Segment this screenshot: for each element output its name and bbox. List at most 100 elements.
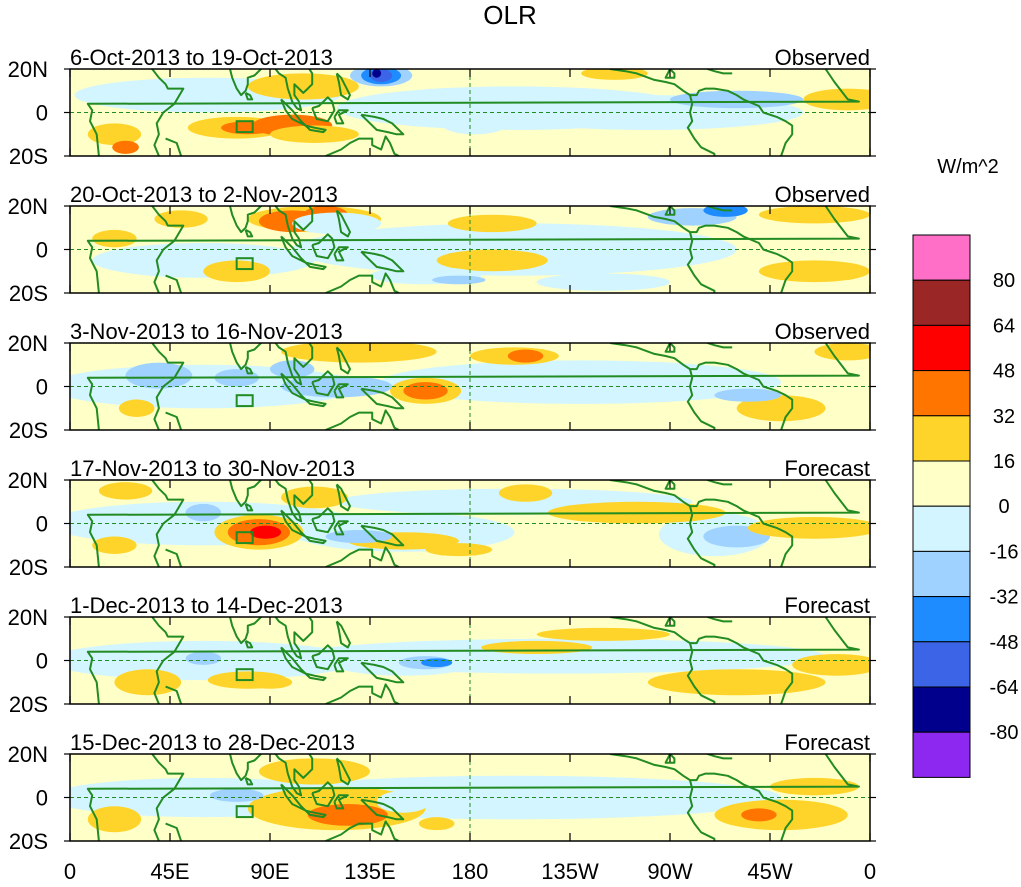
coastline bbox=[274, 343, 314, 386]
colorbar-swatch bbox=[912, 324, 971, 372]
olr-anomaly-contour bbox=[381, 360, 782, 404]
olr-anomaly-contour bbox=[792, 653, 870, 676]
olr-anomaly-contour bbox=[247, 73, 359, 100]
coastline bbox=[229, 617, 263, 645]
olr-anomaly-contour bbox=[647, 669, 826, 696]
colorbar-swatch bbox=[912, 686, 971, 733]
colorbar-tick-label: 32 bbox=[993, 406, 1015, 428]
coastline bbox=[333, 657, 349, 673]
panel-period-label: 1-Dec-2013 to 14-Dec-2013 bbox=[70, 593, 343, 618]
colorbar-units-label: W/m^2 bbox=[937, 156, 999, 178]
panel-map-area bbox=[70, 206, 870, 293]
coastline bbox=[229, 754, 263, 782]
map-panel: 20N 0 20S 6-Oct-2013 to 19-Oct-2013 Observed bbox=[8, 45, 876, 169]
panel-map-area bbox=[70, 754, 870, 841]
map-panel: 20N 0 20S 20-Oct-2013 to 2-Nov-2013 Observed bbox=[8, 182, 876, 306]
coastline bbox=[229, 69, 263, 97]
panel-period-label: 20-Oct-2013 to 2-Nov-2013 bbox=[70, 182, 338, 207]
coastline bbox=[360, 798, 405, 821]
colorbar-swatch bbox=[912, 505, 971, 552]
lon-label: 45E bbox=[150, 859, 189, 884]
colorbar-tick-label: 48 bbox=[993, 361, 1015, 383]
lon-label: 135E bbox=[344, 859, 395, 884]
coastline bbox=[664, 754, 676, 764]
coastline bbox=[304, 672, 327, 682]
colorbar-swatch bbox=[912, 234, 971, 281]
colorbar-tick-label: -80 bbox=[990, 722, 1019, 744]
coastline bbox=[335, 72, 351, 101]
coastline bbox=[311, 233, 336, 260]
coastline bbox=[244, 92, 254, 101]
coastline bbox=[86, 754, 860, 841]
coastline bbox=[609, 69, 794, 156]
panel-period-label: 6-Oct-2013 to 19-Oct-2013 bbox=[70, 45, 333, 70]
coastline bbox=[333, 109, 349, 125]
coastline bbox=[311, 96, 336, 123]
olr-anomaly-contour bbox=[507, 349, 544, 363]
map-panel: 20N 0 20S 17-Nov-2013 to 30-Nov-2013 Forecas… bbox=[8, 456, 876, 580]
coastline bbox=[686, 505, 716, 567]
coastline bbox=[705, 343, 733, 349]
olr-anomaly-contour bbox=[87, 806, 142, 833]
olr-anomaly-contour bbox=[87, 123, 142, 146]
colorbar-tick-label: -48 bbox=[990, 632, 1019, 654]
olr-anomaly-contour bbox=[758, 260, 870, 283]
lat-label: 0 bbox=[36, 375, 48, 400]
coastline bbox=[274, 617, 314, 660]
coastline bbox=[705, 69, 733, 75]
olr-anomaly-contour bbox=[292, 212, 382, 235]
lat-label: 20N bbox=[8, 605, 48, 630]
map-panel: 20N 0 20S 3-Nov-2013 to 16-Nov-2013 Observed bbox=[8, 319, 876, 443]
coastline bbox=[86, 206, 860, 293]
coastline bbox=[325, 409, 400, 430]
coastline bbox=[664, 343, 676, 353]
olr-anomaly-contour bbox=[307, 804, 388, 826]
olr-anomaly-contour bbox=[421, 658, 453, 668]
olr-anomaly-contour bbox=[403, 382, 448, 400]
coastline bbox=[229, 343, 263, 371]
coastline bbox=[229, 206, 263, 234]
coastline bbox=[311, 370, 336, 397]
olr-anomaly-contour bbox=[747, 516, 870, 539]
coastline bbox=[86, 617, 860, 704]
coastline bbox=[151, 343, 185, 430]
panel-status-label: Observed bbox=[775, 319, 870, 344]
coastline bbox=[274, 754, 314, 797]
coastline bbox=[151, 480, 185, 567]
map-panel: 20N 0 20S 15-Dec-2013 to 28-Dec-2013 Forecas… bbox=[8, 730, 876, 854]
coastline bbox=[333, 794, 349, 810]
region-box bbox=[235, 668, 254, 682]
olr-anomaly-contour bbox=[372, 69, 382, 78]
coastline bbox=[274, 480, 314, 523]
olr-anomaly-contour bbox=[536, 273, 670, 291]
olr-anomaly-contour bbox=[270, 125, 359, 143]
region-box bbox=[235, 257, 254, 271]
coastline bbox=[304, 261, 327, 271]
map-panel: 20N 0 20S 1-Dec-2013 to 14-Dec-2013 Forecast bbox=[8, 593, 876, 717]
olr-anomaly-contour bbox=[247, 675, 293, 689]
colorbar-swatch bbox=[912, 641, 971, 688]
olr-anomaly-contour bbox=[376, 790, 431, 813]
panel-status-label: Observed bbox=[775, 45, 870, 70]
panel-status-label: Forecast bbox=[784, 593, 870, 618]
olr-anomaly-contour bbox=[210, 788, 264, 802]
longitude-axis: 0 45E 90E 135E 180 135W 90W 45W 0 bbox=[64, 859, 876, 884]
colorbar: W/m^2 80 64 48 32 16 0 -16 -32 -48 -64 -80 bbox=[912, 156, 1019, 778]
olr-anomaly-contour bbox=[250, 525, 282, 539]
coastline bbox=[165, 822, 183, 841]
colorbar-swatch bbox=[912, 550, 971, 598]
lat-label: 20N bbox=[8, 468, 48, 493]
coastline bbox=[609, 343, 794, 430]
lon-label: 180 bbox=[452, 859, 489, 884]
colorbar-tick-label: -16 bbox=[990, 541, 1019, 563]
lon-label: 90W bbox=[647, 859, 692, 884]
lon-label: 90E bbox=[250, 859, 289, 884]
panel-period-label: 15-Dec-2013 to 28-Dec-2013 bbox=[70, 730, 355, 755]
olr-anomaly-contour bbox=[758, 206, 870, 224]
coastline bbox=[311, 507, 336, 534]
olr-anomaly-contour bbox=[741, 808, 777, 822]
coastline bbox=[686, 94, 716, 156]
colorbar-swatch bbox=[912, 279, 971, 326]
coastline bbox=[165, 411, 183, 430]
olr-anomaly-contour bbox=[118, 399, 155, 417]
